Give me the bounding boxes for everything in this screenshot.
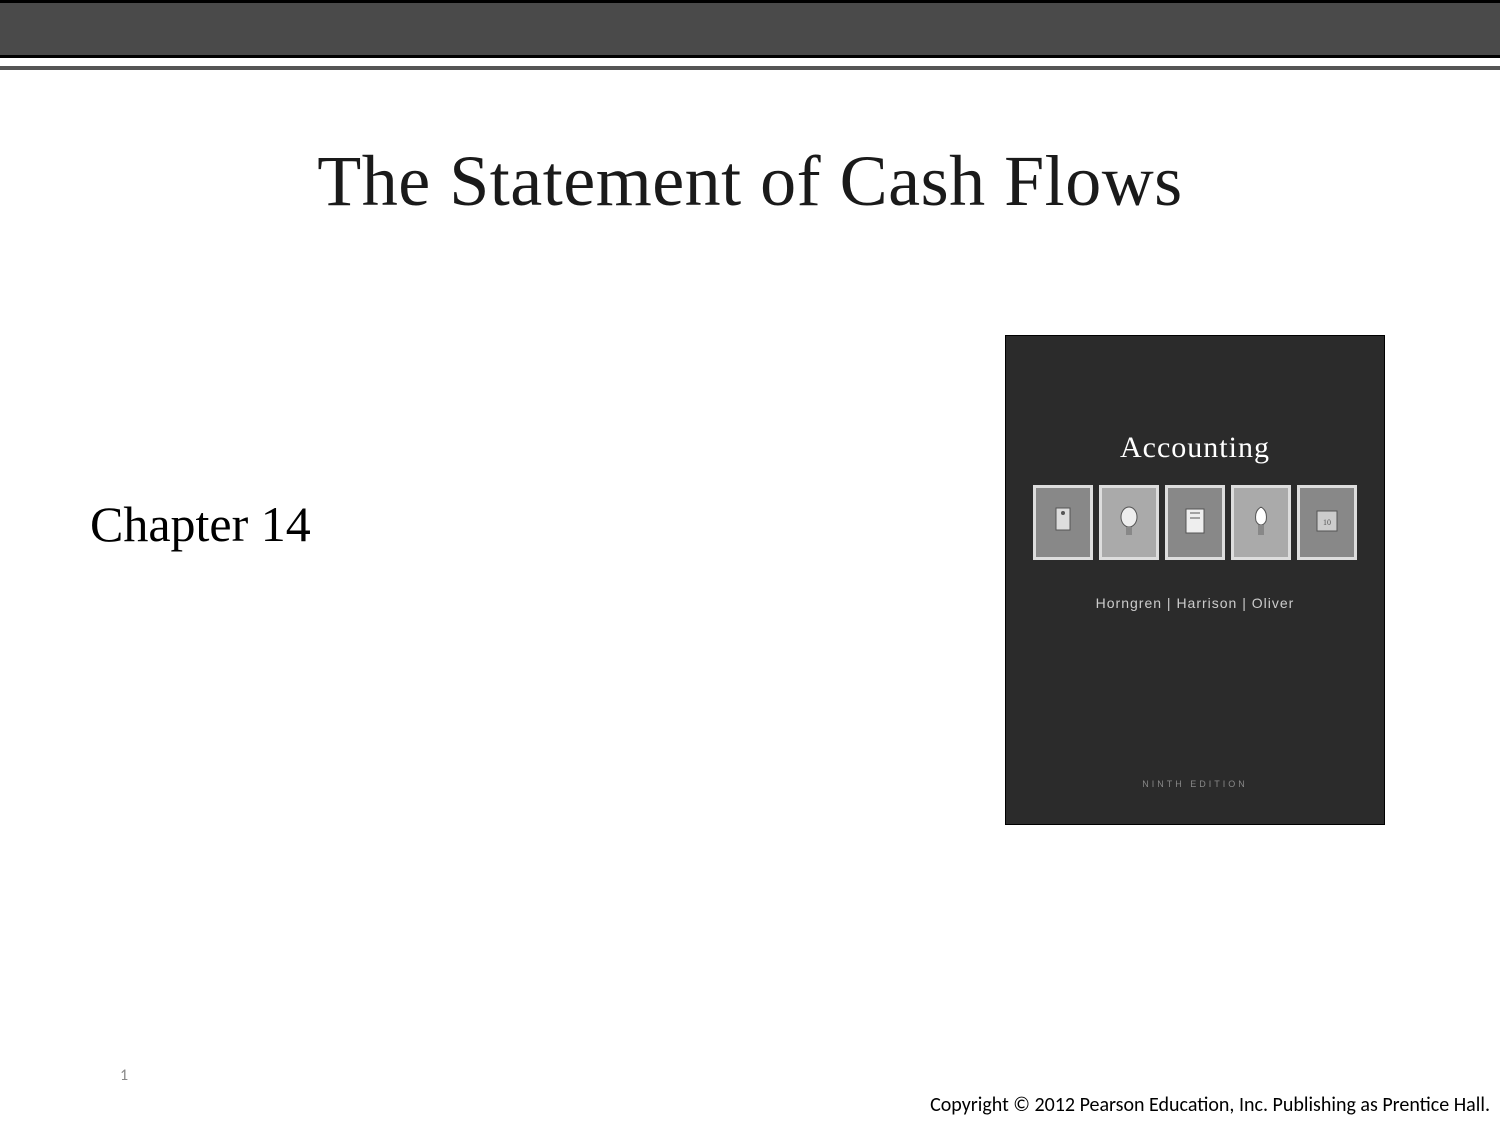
book-title: Accounting bbox=[1120, 431, 1270, 465]
page-number: 1 bbox=[120, 1066, 128, 1085]
book-cover-image: Accounting 10 Horngren | Harrison | Oliv… bbox=[1005, 335, 1385, 825]
book-frame-1 bbox=[1033, 485, 1093, 560]
book-frame-2 bbox=[1099, 485, 1159, 560]
slide-title: The Statement of Cash Flows bbox=[0, 140, 1500, 223]
divider-line bbox=[0, 66, 1500, 70]
book-edition: NINTH EDITION bbox=[1142, 779, 1248, 789]
book-frame-4 bbox=[1231, 485, 1291, 560]
chapter-label: Chapter 14 bbox=[90, 495, 311, 553]
book-image-row: 10 bbox=[1033, 485, 1357, 560]
book-frame-3 bbox=[1165, 485, 1225, 560]
svg-text:10: 10 bbox=[1323, 518, 1331, 527]
header-bar bbox=[0, 0, 1500, 58]
book-authors: Horngren | Harrison | Oliver bbox=[1096, 595, 1295, 611]
book-frame-5: 10 bbox=[1297, 485, 1357, 560]
copyright-text: Copyright © 2012 Pearson Education, Inc.… bbox=[930, 1093, 1490, 1117]
